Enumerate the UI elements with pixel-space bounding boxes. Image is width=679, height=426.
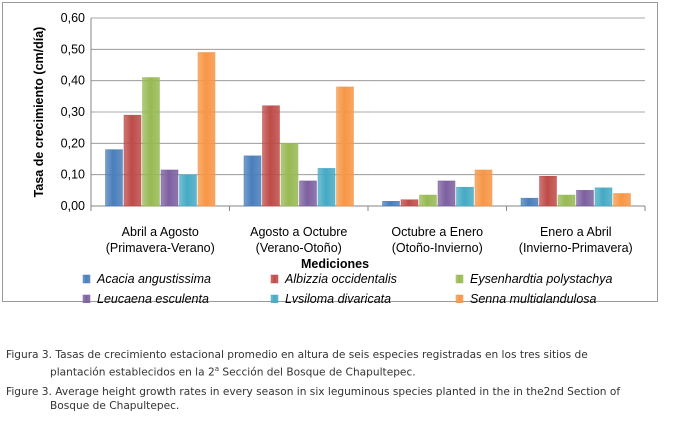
x-tick-label: Agosto a Octubre [250,225,347,239]
caption-es-line2-pre: plantación establecidos en la 2 [50,366,215,379]
legend-swatch [270,294,279,303]
bar [382,201,400,207]
bar [105,149,123,207]
x-tick-label: (Verano-Otoño) [256,241,342,255]
bar [280,143,299,207]
legend-swatch [455,274,464,284]
bar [243,155,262,207]
caption-en-line1: Average height growth rates in every sea… [55,386,621,398]
y-tick-label: 0,20 [61,136,85,150]
bar [299,180,317,207]
x-tick-label: (Invierno-Primavera) [519,241,633,255]
bar [520,197,539,207]
bar [474,169,493,207]
caption-es-label: Figura 3. [6,349,53,361]
y-tick-label: 0,10 [61,168,85,182]
x-tick-label: (Primavera-Verano) [106,241,215,255]
bar [160,169,179,207]
legend-label: Leucaena esculenta [97,292,209,303]
bar-chart: 0,00 0,10 0,20 0,30 0,40 0,50 0,60 Abril a Agos… [32,11,646,303]
bar [557,194,576,207]
legend-swatch [82,274,91,284]
bar [576,190,594,207]
legend-label: Senna multiglandulosa [470,292,597,303]
bar [419,194,437,207]
bar [594,187,613,207]
y-axis-title: Tasa de crecimiento (cm/día) [32,27,46,198]
legend-label: Eysenhardtia polystachya [470,272,612,286]
y-tick-label: 0,60 [61,11,85,25]
caption-es-line2-post: Sección del Bosque de Chapultepec. [219,366,416,379]
bar [456,186,474,207]
y-tick-label: 0,00 [61,199,85,213]
x-tick-label: Abril a Agosto [122,225,199,239]
bar [123,114,142,207]
caption-en-line2: Bosque de Chapultepec. [50,400,180,412]
x-tick-label: Enero a Abril [540,225,612,239]
bar [539,175,557,207]
legend-swatch [455,294,464,303]
caption-es-line1: Tasas de crecimiento estacional promedio… [55,349,588,361]
bar [613,193,631,207]
legend-swatch [270,274,279,284]
y-tick-label: 0,30 [61,105,85,119]
bar [142,77,160,207]
bar [400,199,419,207]
bar [336,86,354,207]
legend-swatch [82,294,91,303]
legend-label: Albizzia occidentalis [284,272,397,286]
bar [437,180,456,207]
bar [197,52,216,207]
caption-es-sup: a [214,365,220,373]
caption-en-label: Figure 3. [6,386,52,398]
caption-english: Figure 3. Average height growth rates in… [6,385,670,413]
x-axis-title: Mediciones [301,257,369,271]
caption-spanish: Figura 3. Tasas de crecimiento estaciona… [6,348,670,380]
bar [262,105,280,207]
legend-label: Acacia angustissima [96,272,211,286]
bar [179,174,197,207]
y-tick-label: 0,50 [61,42,85,56]
chart-frame: 0,00 0,10 0,20 0,30 0,40 0,50 0,60 Abril a Agos… [2,2,658,303]
x-tick-label: (Otoño-Invierno) [392,241,483,255]
legend-label: Lysiloma divaricata [285,292,391,303]
x-tick-label: Octubre a Enero [391,225,483,239]
y-tick-label: 0,40 [61,74,85,88]
bar [317,168,336,207]
